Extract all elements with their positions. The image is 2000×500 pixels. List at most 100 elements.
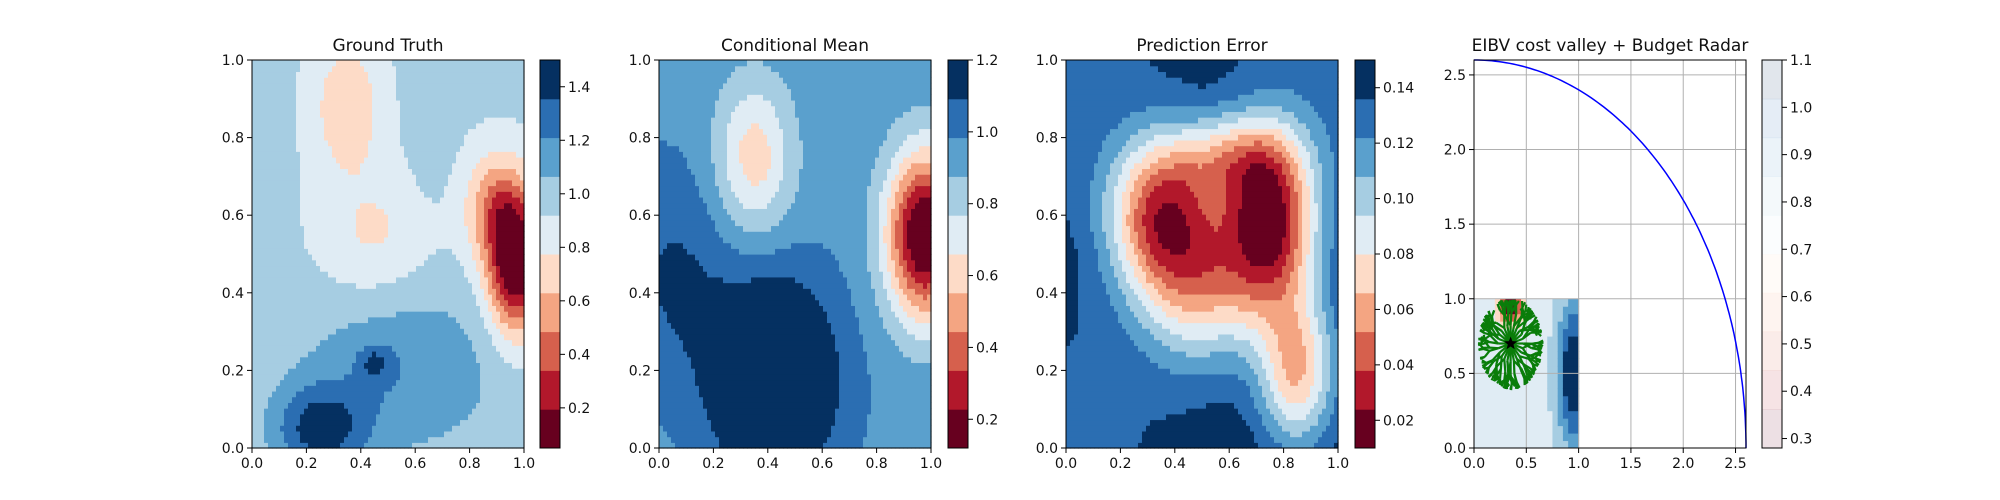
heatmap-cell [368,196,373,204]
heatmap-cell [476,139,481,147]
heatmap-cell [304,94,309,101]
heatmap-cell [360,162,365,170]
heatmap-cell [300,134,305,141]
heatmap-cell [436,139,441,147]
heatmap-cell [456,333,461,341]
heatmap-cell [324,151,329,158]
heatmap-cell [256,99,261,107]
heatmap-cell [308,248,313,255]
heatmap-cell [284,271,289,278]
heatmap-cell [284,396,289,403]
heatmap-cell [436,316,441,324]
heatmap-cell [336,77,341,84]
heatmap-cell [280,202,285,209]
heatmap-cell [404,191,409,198]
heatmap-cell [396,157,401,164]
heatmap-cell [304,134,309,141]
heatmap-cell [376,356,381,364]
heatmap-cell [376,293,381,301]
heatmap-cell [520,305,525,312]
heatmap-cell [348,151,353,158]
heatmap-cell [296,191,301,198]
heatmap-cell [312,254,317,261]
heatmap-cell [659,379,664,386]
heatmap-cell [336,305,341,312]
heatmap-cell [272,379,277,386]
heatmap-cell [352,145,357,152]
heatmap-cell [284,157,289,164]
heatmap-cell [328,151,333,158]
heatmap-cell [484,111,489,118]
heatmap-cell [376,242,381,249]
heatmap-cell [372,145,377,152]
heatmap-cell [352,191,357,198]
heatmap-cell [388,174,393,181]
heatmap-cell [468,117,473,124]
heatmap-cell [424,248,429,255]
heatmap-cell [304,425,309,432]
heatmap-cell [320,231,325,238]
heatmap-cell [520,94,525,101]
heatmap-cell [384,305,389,312]
heatmap-cell [424,430,429,438]
heatmap-cell [496,288,501,295]
heatmap-cell [328,385,333,392]
heatmap-cell [272,77,277,84]
heatmap-cell [516,185,521,192]
heatmap-cell [416,174,421,181]
heatmap-cell [659,299,664,306]
heatmap-cell [444,65,449,73]
heatmap-cell [496,242,501,249]
heatmap-cell [663,151,668,158]
colorbar-tick-label: 1.2 [568,133,590,149]
heatmap-cell [460,105,465,112]
heatmap-cell [432,311,437,318]
heatmap-cell [428,191,433,198]
heatmap-cell [300,145,305,152]
heatmap-cell [484,88,489,95]
heatmap-cell [376,174,381,181]
heatmap-cell [663,333,668,341]
heatmap-cell [348,208,353,215]
heatmap-cell [364,299,369,306]
heatmap-cell [288,202,293,209]
heatmap-cell [308,299,313,306]
heatmap-cell [344,288,349,295]
heatmap-cell [444,202,449,209]
heatmap-cell [328,99,333,107]
heatmap-cell [328,179,333,187]
heatmap-cell [300,191,305,198]
heatmap-cell [404,242,409,249]
heatmap-cell [340,425,345,432]
heatmap-cell [312,214,317,221]
heatmap-cell [368,339,373,346]
heatmap-cell [520,219,525,227]
heatmap-cell [504,248,509,255]
heatmap-cell [400,168,405,175]
heatmap-cell [488,316,493,324]
heatmap-cell [364,128,369,135]
heatmap-cell [368,356,373,364]
heatmap-cell [667,122,672,130]
heatmap-cell [396,442,401,449]
heatmap-cell [476,134,481,141]
heatmap-cell [428,94,433,101]
heatmap-cell [312,293,317,301]
heatmap-cell [276,436,281,443]
heatmap-cell [312,139,317,147]
heatmap-cell [480,168,485,175]
heatmap-cell [667,94,672,101]
heatmap-cell [376,265,381,272]
heatmap-cell [440,333,445,341]
heatmap-cell [488,242,493,249]
heatmap-cell [504,168,509,175]
heatmap-cell [392,351,397,358]
heatmap-cell [276,408,281,415]
heatmap-cell [504,333,509,341]
heatmap-cell [452,362,457,369]
heatmap-cell [500,316,505,324]
heatmap-cell [412,225,417,232]
heatmap-cell [332,265,337,272]
heatmap-cell [388,254,393,261]
heatmap-cell [667,396,672,403]
